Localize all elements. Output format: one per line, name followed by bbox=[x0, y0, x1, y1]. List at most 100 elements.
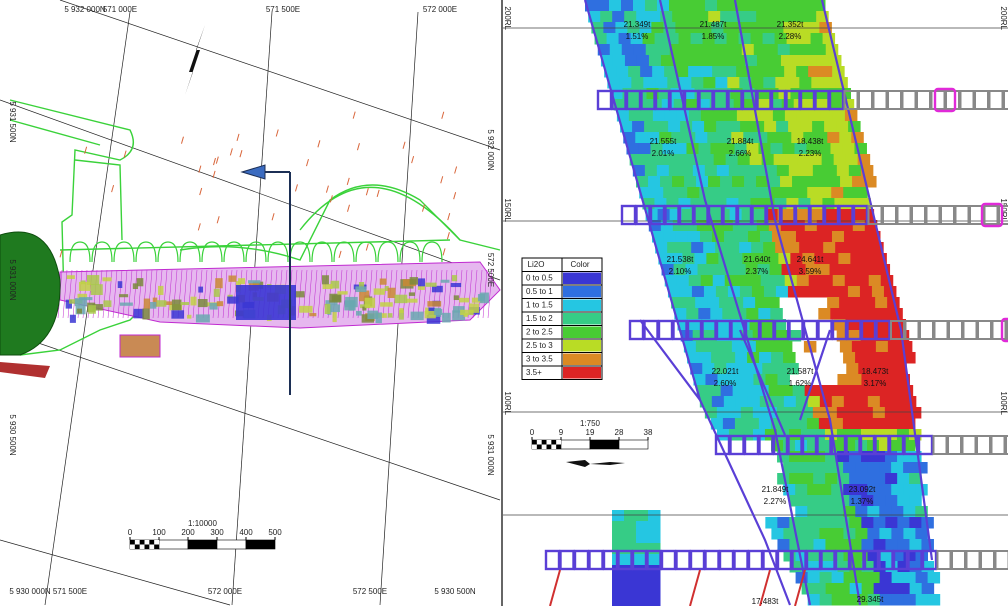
grade-cell bbox=[811, 242, 824, 254]
drive-cell bbox=[925, 205, 941, 225]
grade-cell bbox=[777, 517, 790, 529]
grade-cell bbox=[738, 33, 752, 45]
grade-cell bbox=[874, 253, 887, 265]
grade-cell bbox=[846, 198, 859, 210]
grid-label: 5 931 500N bbox=[8, 101, 17, 143]
drill-tick bbox=[216, 216, 220, 224]
grade-cell bbox=[789, 495, 802, 507]
drill-tick bbox=[294, 184, 298, 192]
grade-cell bbox=[738, 198, 751, 210]
drive-cell bbox=[828, 89, 845, 111]
grade-cell bbox=[781, 99, 795, 111]
grade-cell bbox=[756, 55, 770, 67]
grade-cell bbox=[636, 55, 650, 67]
grade-cell bbox=[885, 473, 898, 485]
grade-cell bbox=[813, 209, 827, 221]
grade-cell bbox=[842, 143, 855, 155]
grade-cell bbox=[826, 88, 840, 100]
grade-cell bbox=[612, 576, 625, 588]
grade-cell bbox=[683, 132, 696, 144]
grade-cell bbox=[735, 352, 748, 364]
grade-cell bbox=[669, 209, 683, 221]
grade-cell bbox=[653, 154, 667, 166]
grade-cell bbox=[809, 154, 823, 166]
ore-block bbox=[410, 311, 424, 321]
grade-cell bbox=[773, 154, 787, 166]
grade-cell bbox=[903, 352, 916, 364]
grade-cell bbox=[831, 440, 844, 452]
grade-cell bbox=[896, 330, 910, 342]
grade-cell bbox=[636, 543, 649, 555]
grade-cell bbox=[776, 429, 790, 441]
scale-tick-label: 500 bbox=[268, 528, 282, 537]
ore-block bbox=[88, 305, 96, 314]
grade-cell bbox=[720, 385, 734, 397]
grade-cell bbox=[825, 473, 838, 485]
grade-cell bbox=[741, 44, 755, 56]
grade-cell bbox=[891, 440, 904, 452]
grade-cell bbox=[670, 88, 684, 100]
grade-cell bbox=[873, 495, 886, 507]
ore-block bbox=[379, 278, 387, 285]
scale-tick-label: 300 bbox=[210, 528, 224, 537]
grade-cell bbox=[825, 517, 838, 529]
ore-block bbox=[322, 283, 333, 290]
drive-loop bbox=[179, 241, 201, 263]
grade-cell bbox=[856, 275, 870, 287]
grade-cell bbox=[865, 264, 879, 276]
grade-cell bbox=[690, 198, 703, 210]
ore-block bbox=[74, 298, 87, 307]
ore-block bbox=[321, 275, 329, 285]
grade-cell bbox=[891, 484, 904, 496]
grade-cell bbox=[719, 297, 732, 309]
grade-cell bbox=[849, 451, 862, 463]
grade-cell bbox=[585, 0, 598, 12]
grade-cell bbox=[726, 33, 740, 45]
grade-cell bbox=[831, 187, 844, 199]
grade-cell bbox=[783, 231, 797, 243]
grade-cell bbox=[786, 33, 800, 45]
grade-cell bbox=[676, 110, 690, 122]
grade-cell bbox=[897, 451, 910, 463]
grade-cell bbox=[807, 462, 820, 474]
grade-cell bbox=[844, 275, 858, 287]
grade-cell bbox=[684, 176, 697, 188]
grade-cell bbox=[761, 154, 775, 166]
grade-cell bbox=[790, 253, 803, 265]
drive-cell bbox=[901, 90, 917, 110]
scale-tick-label: 19 bbox=[586, 428, 595, 437]
grade-cell bbox=[679, 242, 692, 254]
grade-cell bbox=[709, 99, 723, 111]
grade-cell bbox=[818, 143, 831, 155]
drive-cell bbox=[830, 434, 847, 456]
grade-cell bbox=[836, 330, 850, 342]
grade-cell bbox=[844, 110, 858, 122]
grade-cell bbox=[657, 44, 671, 56]
grade-cell bbox=[671, 132, 684, 144]
ore-block bbox=[452, 310, 466, 321]
grade-cell bbox=[774, 198, 787, 210]
grade-cell bbox=[766, 253, 779, 265]
mesh-line bbox=[117, 269, 123, 319]
grade-cell bbox=[775, 242, 788, 254]
grade-cell bbox=[854, 308, 867, 320]
drive-cell bbox=[744, 319, 761, 341]
grade-cell bbox=[672, 176, 685, 188]
drive-cell bbox=[888, 434, 905, 456]
drive-ramp bbox=[759, 569, 771, 606]
grade-cell bbox=[819, 572, 833, 584]
legend-label: 0 to 0.5 bbox=[526, 273, 553, 282]
grade-cell bbox=[909, 583, 923, 595]
grade-cell bbox=[776, 121, 789, 133]
scale-segment bbox=[618, 439, 649, 450]
mesh-line bbox=[312, 269, 318, 319]
grade-cell bbox=[811, 77, 824, 89]
grade-cell bbox=[600, 55, 614, 67]
grade-cell bbox=[830, 308, 843, 320]
grade-cell bbox=[897, 495, 910, 507]
grade-cell bbox=[774, 33, 788, 45]
drive-cell bbox=[643, 319, 659, 341]
grade-cell bbox=[732, 55, 746, 67]
grade-cell bbox=[849, 374, 862, 386]
grade-cell bbox=[831, 484, 844, 496]
